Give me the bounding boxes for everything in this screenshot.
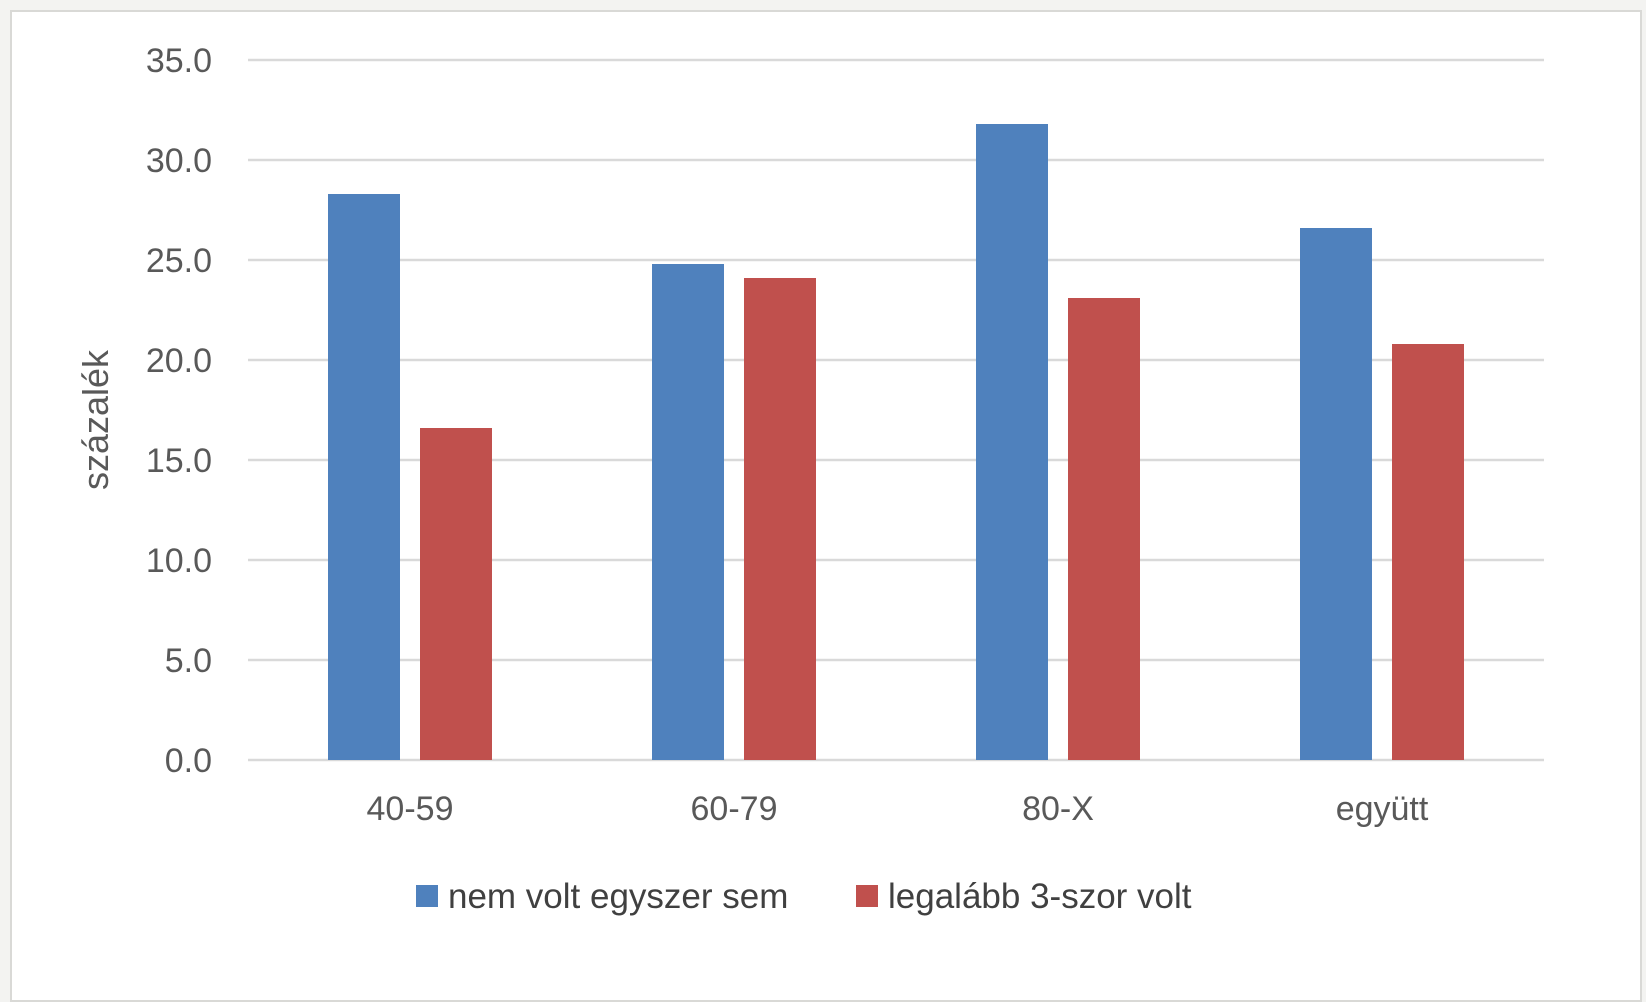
- y-tick-label: 20.0: [146, 342, 212, 380]
- y-tick-label: 5.0: [165, 642, 212, 680]
- y-tick-label: 10.0: [146, 542, 212, 580]
- bar-series-1: [1300, 228, 1372, 760]
- legend-swatch: [416, 885, 438, 907]
- y-axis-title: százalék: [75, 349, 116, 490]
- bar-series-2: [1068, 298, 1140, 760]
- bar-series-1: [652, 264, 724, 760]
- chart-area: 0.0 5.0 10.0 15.0 20.0 25.0 30.0 35.0 40-59 60-7…: [10, 10, 1642, 1002]
- bar-series-1: [328, 194, 400, 760]
- y-tick-label: 30.0: [146, 142, 212, 180]
- bar-series-2: [420, 428, 492, 760]
- bars: [328, 124, 1464, 760]
- bar-series-1: [976, 124, 1048, 760]
- legend-label: nem volt egyszer sem: [448, 877, 788, 916]
- bar-chart: 0.0 5.0 10.0 15.0 20.0 25.0 30.0 35.0 40-59 60-7…: [75, 42, 1544, 916]
- x-tick-label: 40-59: [367, 790, 454, 828]
- x-tick-label: 60-79: [691, 790, 778, 828]
- legend-swatch: [856, 885, 878, 907]
- y-tick-label: 35.0: [146, 42, 212, 80]
- y-tick-label: 15.0: [146, 442, 212, 480]
- x-tick-label: 80-X: [1022, 790, 1094, 828]
- x-axis-ticks: 40-59 60-79 80-X együtt: [367, 790, 1429, 828]
- legend-label: legalább 3-szor volt: [888, 877, 1192, 916]
- y-tick-label: 25.0: [146, 242, 212, 280]
- x-tick-label: együtt: [1336, 790, 1429, 828]
- y-axis-ticks: 0.0 5.0 10.0 15.0 20.0 25.0 30.0 35.0: [146, 42, 212, 780]
- bar-series-2: [1392, 344, 1464, 760]
- bar-series-2: [744, 278, 816, 760]
- y-tick-label: 0.0: [165, 742, 212, 780]
- legend: nem volt egyszer sem legalább 3-szor volt: [416, 877, 1192, 916]
